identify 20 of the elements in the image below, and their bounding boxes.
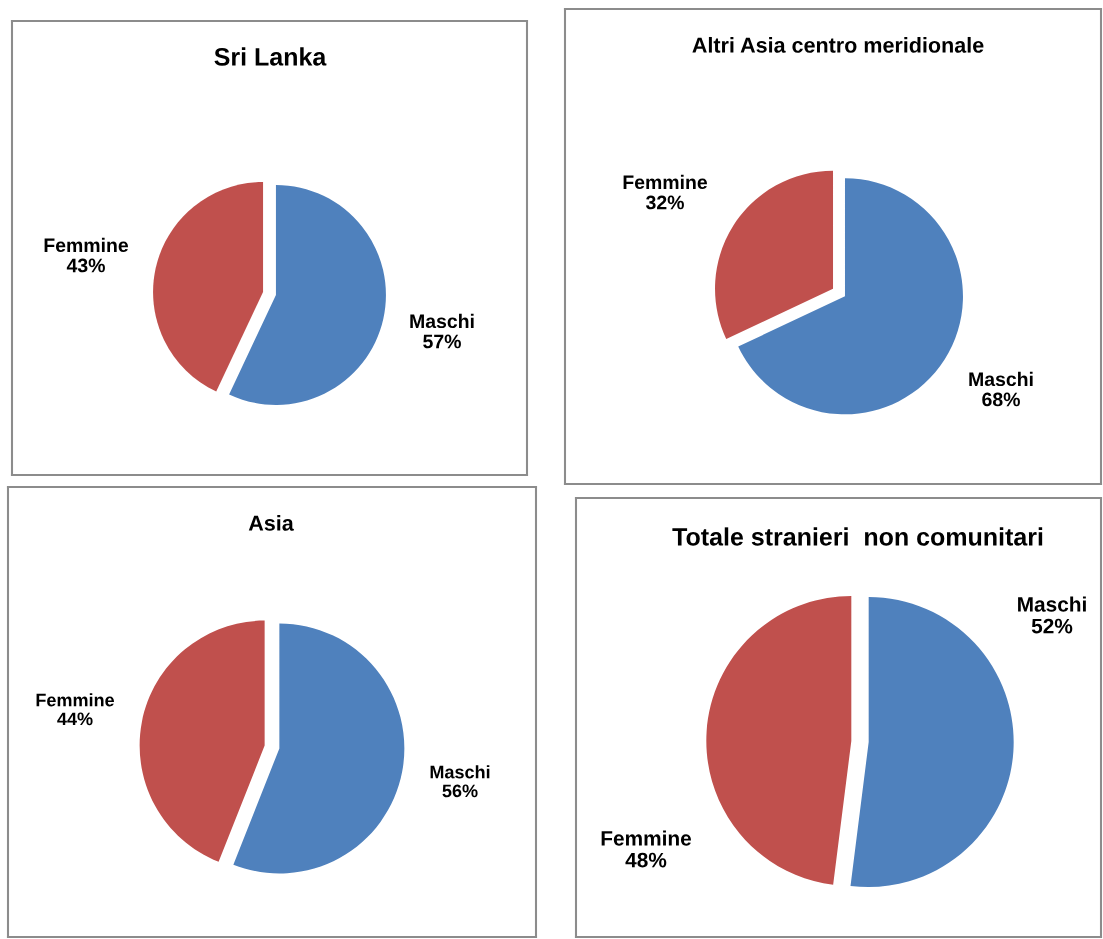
chart-title: Asia (248, 514, 294, 531)
slice-label: Maschi (430, 765, 490, 779)
slice-label: Maschi (969, 371, 1033, 387)
data-label: 48% (625, 852, 667, 868)
slice-label: Femmine (601, 830, 692, 846)
data-label: 44% (57, 712, 93, 726)
chart-title: Sri Lanka (214, 47, 327, 66)
data-label: 56% (442, 784, 478, 798)
data-label: 68% (982, 392, 1020, 407)
data-label: 43% (66, 258, 105, 273)
slice-label: Femmine (44, 237, 129, 253)
slice-label: Maschi (410, 313, 474, 329)
data-label: 57% (423, 334, 461, 349)
slice-label: Femmine (36, 693, 115, 707)
data-label: 32% (645, 195, 684, 210)
chart-title: Totale stranieri non comunitari (672, 527, 1043, 546)
slice-label: Maschi (1018, 596, 1086, 612)
slice-label: Femmine (623, 174, 708, 190)
chart-title: Altri Asia centro meridionale (692, 36, 984, 53)
data-label: 52% (1031, 618, 1073, 634)
